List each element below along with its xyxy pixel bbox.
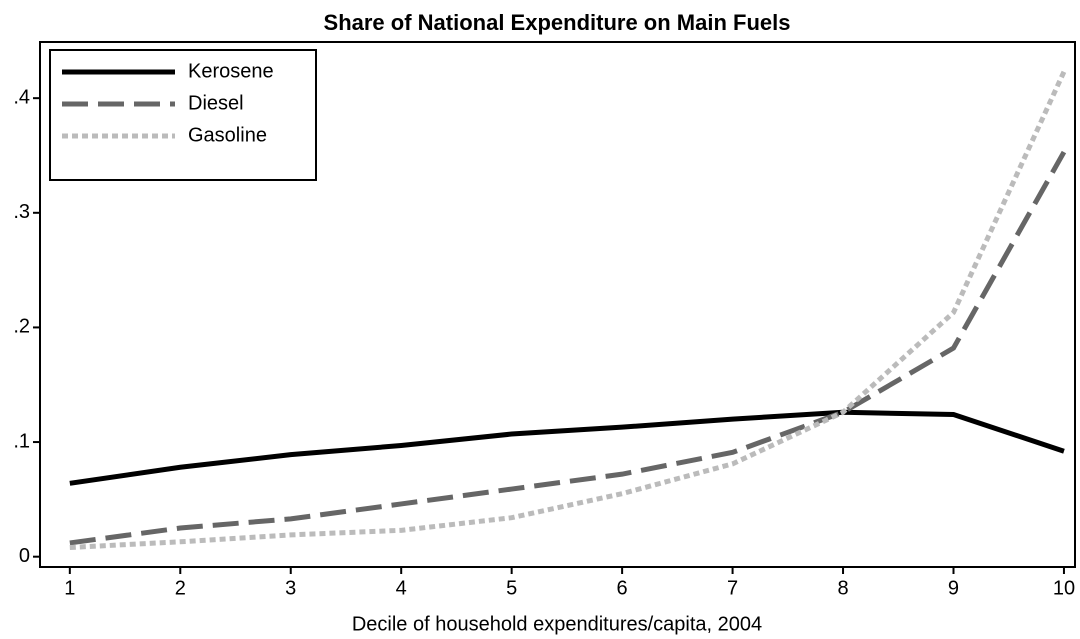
x-tick-label: 3: [285, 577, 296, 599]
x-axis-label: Decile of household expenditures/capita,…: [352, 613, 762, 635]
y-tick-label: .2: [13, 316, 30, 338]
line-series: [69, 150, 1067, 546]
line-series: [69, 409, 1065, 486]
x-tick-label: 5: [506, 577, 517, 599]
x-tick-label: 9: [948, 577, 959, 599]
x-tick-label: 10: [1053, 577, 1075, 599]
x-tick-label: 7: [727, 577, 738, 599]
y-tick-label: .4: [13, 86, 30, 108]
y-tick-label: 0: [19, 545, 30, 567]
plot-frame: [39, 41, 1076, 568]
x-tick-label: 6: [617, 577, 628, 599]
legend-label: Gasoline: [188, 124, 267, 146]
legend-label: Kerosene: [188, 60, 274, 82]
x-tick-label: 8: [837, 577, 848, 599]
legend-label: Diesel: [188, 92, 244, 114]
y-tick-label: .1: [13, 430, 30, 452]
y-tick-label: .3: [13, 201, 30, 223]
line-series: [69, 70, 1067, 551]
x-tick-label: 2: [175, 577, 186, 599]
x-tick-label: 1: [64, 577, 75, 599]
x-tick-label: 4: [396, 577, 407, 599]
chart-title: Share of National Expenditure on Main Fu…: [324, 10, 791, 35]
